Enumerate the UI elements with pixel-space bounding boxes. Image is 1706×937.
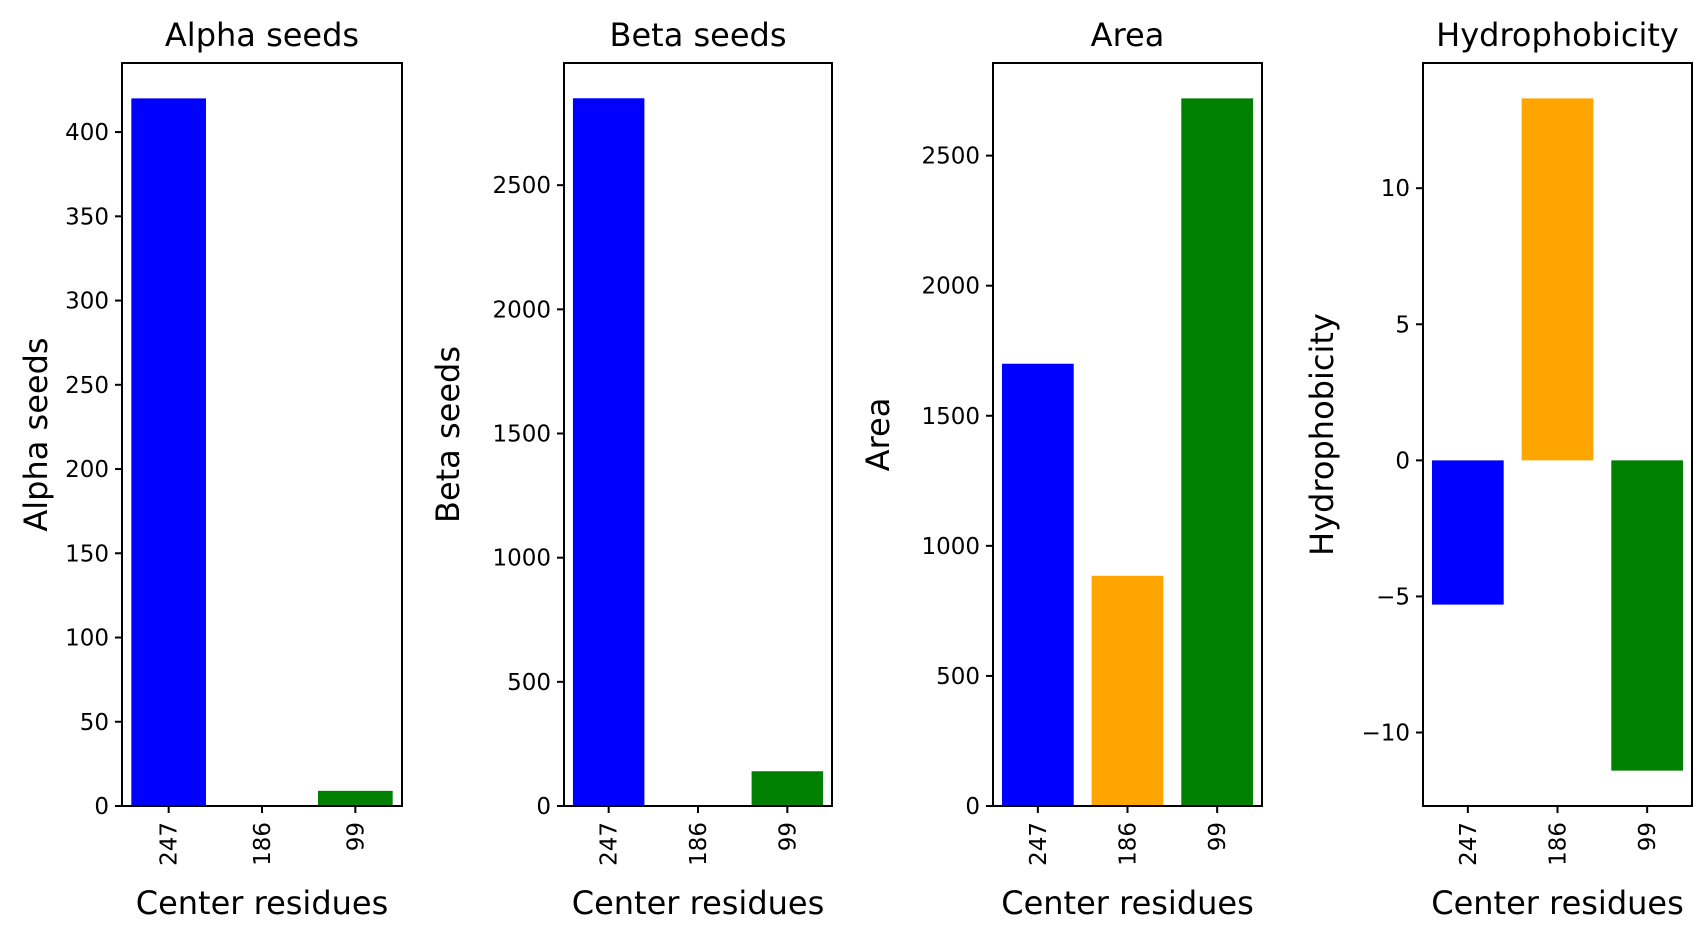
bar-99 [318, 790, 393, 806]
x-tick-label: 186 [686, 822, 712, 866]
x-tick-label: 186 [1546, 822, 1572, 866]
x-tick-label: 247 [1456, 822, 1482, 866]
y-tick-label: 150 [65, 541, 109, 567]
y-tick-label: 10 [1381, 176, 1410, 202]
bar-186 [1091, 575, 1164, 806]
subplot-title: Area [1091, 16, 1165, 54]
y-tick-label: 0 [1395, 448, 1410, 474]
x-axis-label: Center residues [1001, 884, 1254, 922]
y-tick-label: 2000 [492, 297, 551, 323]
subplot-title: Alpha seeds [165, 16, 359, 54]
bar-186 [1521, 98, 1594, 461]
y-tick-label: 0 [94, 794, 109, 820]
y-tick-label: 1500 [921, 404, 980, 430]
subplot-1: 0 50 100 150 200 250 300 350 400 247 186 99 Alpha se… [17, 16, 403, 922]
x-tick-label: 247 [597, 822, 623, 866]
subplot-2: 0 500 1000 1500 2000 2500 247 186 99 Beta seeds Ce… [429, 16, 833, 922]
y-tick-label: 2500 [492, 173, 551, 199]
x-tick-label: 247 [157, 822, 183, 866]
y-tick-label: 1000 [921, 534, 980, 560]
y-tick-label: 500 [507, 670, 551, 696]
bar-99 [751, 771, 824, 806]
y-tick-label: 400 [65, 120, 109, 146]
x-axis-label: Center residues [572, 884, 825, 922]
y-tick-label: 350 [65, 204, 109, 230]
bar-247 [131, 98, 206, 806]
y-tick-label: 300 [65, 289, 109, 315]
y-axis-label: Alpha seeds [17, 337, 55, 531]
y-tick-label: −10 [1361, 721, 1410, 747]
x-tick-label: 186 [1116, 822, 1142, 866]
x-tick-label: 247 [1026, 822, 1052, 866]
y-axis-label: Beta seeds [429, 346, 467, 523]
bar-247 [1431, 460, 1504, 605]
y-tick-label: 50 [80, 710, 109, 736]
subplot-title: Beta seeds [610, 16, 787, 54]
y-tick-label: 2500 [921, 144, 980, 170]
x-axis-label: Center residues [1431, 884, 1684, 922]
x-tick-label: 99 [1635, 822, 1661, 851]
y-tick-label: 1500 [492, 422, 551, 448]
y-tick-label: 2000 [921, 274, 980, 300]
y-tick-label: 5 [1395, 312, 1410, 338]
x-tick-label: 99 [775, 822, 801, 851]
bar-99 [1611, 460, 1684, 771]
y-tick-label: 250 [65, 373, 109, 399]
y-axis-label: Hydrophobicity [1303, 313, 1341, 556]
y-tick-label: −5 [1376, 584, 1410, 610]
subplot-3: 0 500 1000 1500 2000 2500 247 186 99 Area Center r… [859, 16, 1263, 922]
x-tick-label: 99 [1205, 822, 1231, 851]
y-tick-label: 100 [65, 626, 109, 652]
y-tick-label: 1000 [492, 546, 551, 572]
x-tick-label: 186 [250, 822, 276, 866]
y-tick-label: 500 [936, 664, 980, 690]
y-tick-label: 200 [65, 457, 109, 483]
x-axis-label: Center residues [136, 884, 389, 922]
bar-99 [1181, 98, 1254, 806]
subplot-4: −10 −5 0 5 10 247 186 99 Hydrophobicity Center re… [1303, 16, 1693, 922]
bar-247 [1001, 363, 1074, 806]
subplot-title: Hydrophobicity [1436, 16, 1679, 54]
x-tick-label: 99 [343, 822, 369, 851]
bar-247 [572, 98, 645, 806]
y-tick-label: 0 [536, 794, 551, 820]
y-tick-label: 0 [965, 794, 980, 820]
y-axis-label: Area [859, 398, 897, 472]
